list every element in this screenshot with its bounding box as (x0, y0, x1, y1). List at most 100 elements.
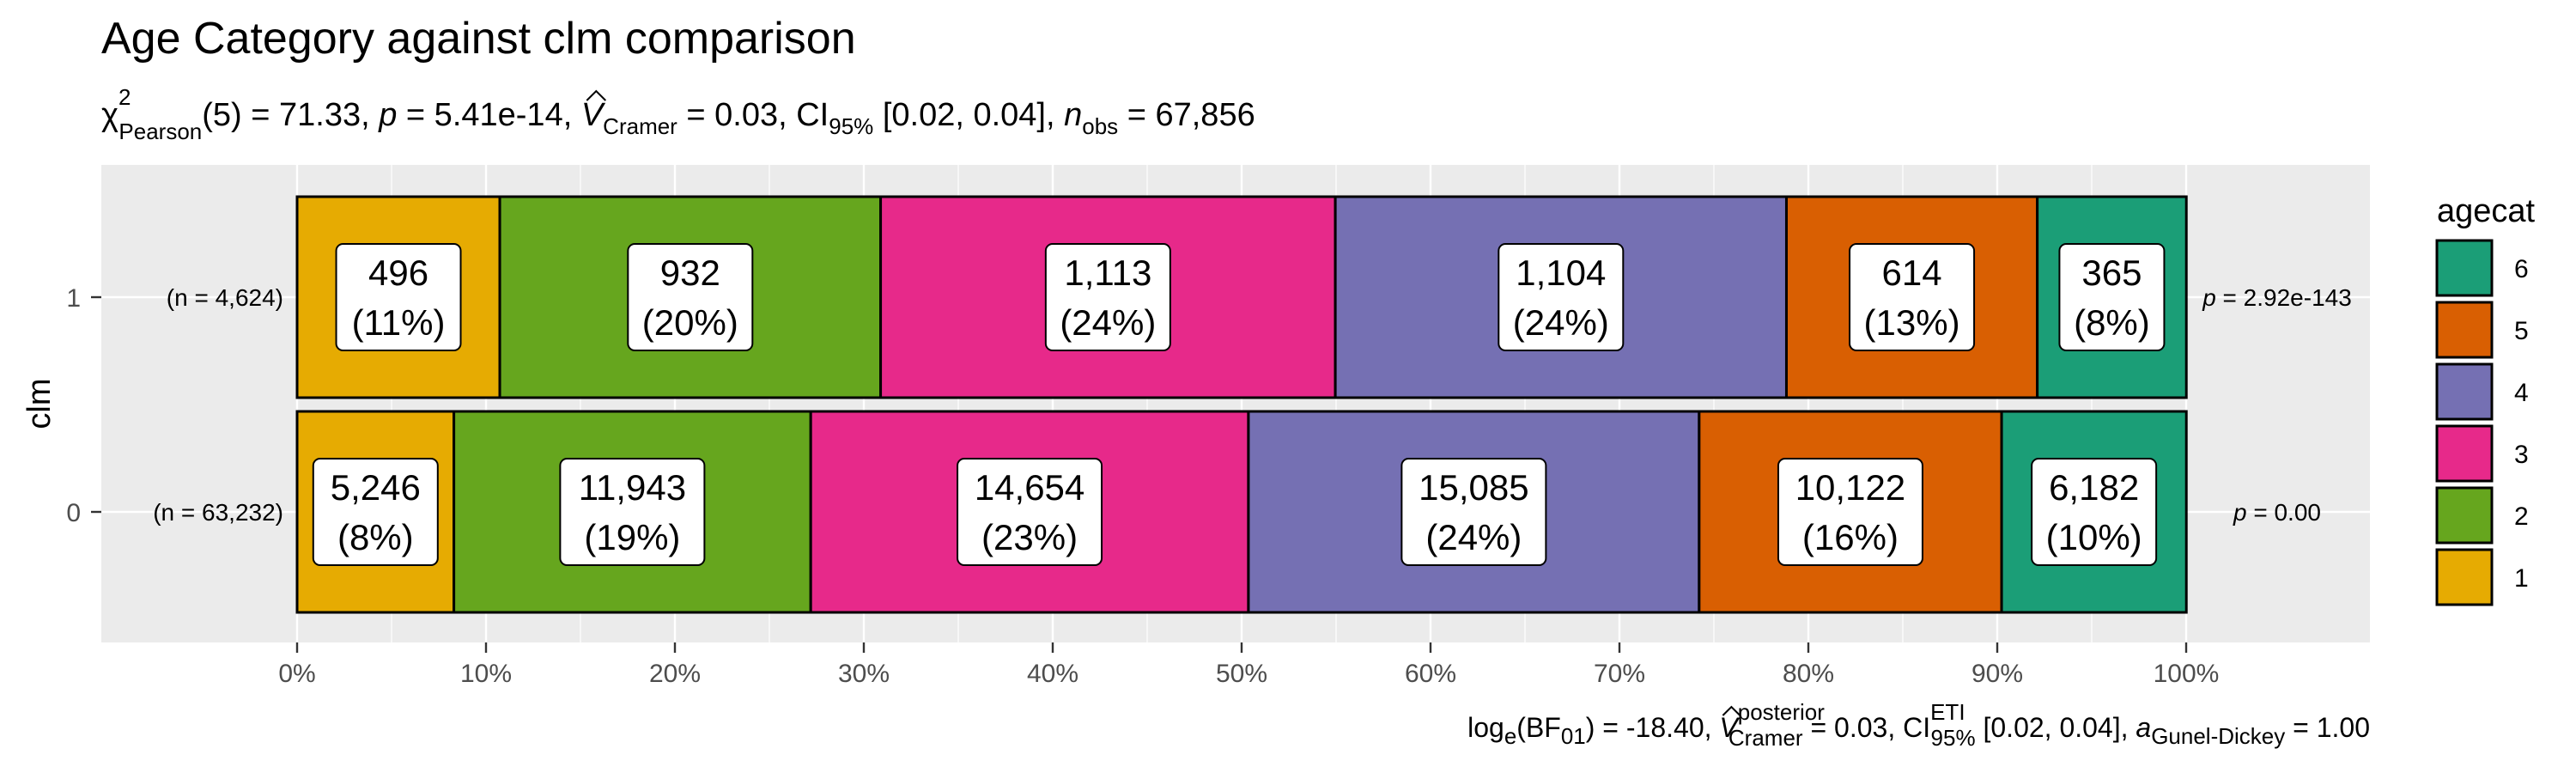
legend-label: 1 (2514, 564, 2529, 593)
row-p-symbol: p (2233, 499, 2247, 526)
segment-count-label: 15,085 (1419, 467, 1528, 508)
x-tick-label: 50% (1216, 660, 1267, 688)
caption-a-value: = 1.00 (2285, 712, 2370, 743)
segment-percent-label: (13%) (1864, 302, 1960, 343)
segment-label-box (2058, 243, 2166, 351)
legend-label: 4 (2514, 379, 2529, 407)
bf-subscript: 01 (1561, 723, 1586, 749)
segment-label-box (1044, 243, 1171, 351)
n-value: = 67,856 (1118, 97, 1255, 133)
axes: 100% 10% 20% 30% 40% 50% 60% 70% 80% 90% 100% (66, 284, 2219, 688)
segment-count-label: 365 (2081, 253, 2142, 293)
row-p-value: = 0.00 (2247, 499, 2321, 526)
segment-label-box (1400, 458, 1547, 566)
chi-symbol: χ (101, 97, 118, 133)
chi-superscript: 2 (118, 84, 131, 110)
ci-value: [0.02, 0.04], (873, 97, 1064, 133)
segment-count-label: 614 (1882, 253, 1942, 293)
row-p-label: p = 2.92e-143 (2202, 284, 2352, 311)
segment-percent-label: (11%) (352, 302, 446, 343)
segment-percent-label: (24%) (1060, 302, 1156, 343)
row-n-label: (n = 4,624) (167, 284, 283, 311)
x-tick-label: 20% (649, 660, 701, 688)
segment-percent-label: (8%) (337, 517, 414, 557)
row-p-label: p = 0.00 (2233, 499, 2321, 526)
x-tick-label: 90% (1971, 660, 2023, 688)
chi-subscript: Pearson (118, 119, 202, 144)
bar-segment-agecat-5 (1784, 195, 2039, 399)
segment-label-box (957, 458, 1103, 566)
v-value: = 0.03, CI (677, 97, 829, 133)
row-p-value: = 2.92e-143 (2216, 284, 2352, 311)
bars (295, 195, 2188, 614)
n-symbol: n (1064, 97, 1082, 133)
segment-percent-label: (10%) (2046, 517, 2142, 557)
segment-labels: 496 (11%) 932 (20%) 1,113 (24%) 1,104 (24%) 614 (… (312, 243, 2166, 566)
chart-caption: loge(BF01) = -18.40, Vposterior Cramer = … (1467, 699, 2370, 751)
x-tick-label: 30% (838, 660, 890, 688)
segment-label-box (1777, 458, 1923, 566)
caption-a-symbol: a (2136, 712, 2151, 743)
p-symbol: p (378, 97, 397, 133)
legend: agecat 6 5 4 3 2 1 (2435, 193, 2536, 606)
legend-label: 2 (2514, 502, 2529, 531)
legend-label: 3 (2514, 441, 2529, 469)
legend-swatch-5 (2435, 301, 2494, 359)
ci-subscript: 95% (829, 113, 873, 139)
x-tick-label: 0% (278, 660, 315, 688)
y-tick-label: 1 (66, 284, 81, 313)
segment-label-box (335, 243, 462, 351)
y-tick-label: 0 (66, 499, 81, 527)
row-annotations: (n = 4,624) p = 2.92e-143 (n = 63,232) p = … (153, 284, 2352, 526)
segment-label-box (2031, 458, 2158, 566)
segment-percent-label: (23%) (981, 517, 1078, 557)
legend-swatch-2 (2435, 486, 2494, 545)
segment-label-box (1849, 243, 1976, 351)
p-value: = 5.41e-14, (397, 97, 580, 133)
caption-v-superscript: posterior (1738, 699, 1825, 725)
segment-percent-label: (24%) (1513, 302, 1609, 343)
row-p-symbol: p (2202, 284, 2216, 311)
segment-count-label: 10,122 (1795, 467, 1905, 508)
caption-v-symbol: V (1719, 712, 1740, 743)
legend-swatch-6 (2435, 239, 2494, 297)
legend-title: agecat (2437, 193, 2536, 229)
log-text: log (1467, 712, 1504, 743)
legend-label: 6 (2514, 255, 2529, 283)
chi-value: (5) = 71.33, (202, 97, 379, 133)
segment-label-box (559, 458, 706, 566)
row-n-label: (n = 63,232) (153, 499, 283, 526)
segment-label-box (1498, 243, 1625, 351)
caption-ci-value: [0.02, 0.04], (1976, 712, 2136, 743)
segment-count-label: 6,182 (2049, 467, 2139, 508)
segment-count-label: 5,246 (331, 467, 421, 508)
chart-subtitle: χ2 Pearson(5) = 71.33, p = 5.41e-14, VCra… (101, 84, 1255, 144)
x-tick-label: 100% (2154, 660, 2220, 688)
v-hat-caption (1722, 705, 1741, 716)
v-symbol: V (581, 97, 606, 133)
v-hat-subtitle (586, 89, 607, 101)
x-tick-label: 70% (1594, 660, 1645, 688)
v-subscript: Cramer (603, 113, 677, 139)
segment-percent-label: (8%) (2074, 302, 2150, 343)
segment-count-label: 1,113 (1064, 253, 1151, 293)
caption-a-subscript: Gunel-Dickey (2151, 723, 2285, 749)
segment-percent-label: (20%) (642, 302, 738, 343)
segment-percent-label: (24%) (1425, 517, 1522, 557)
x-tick-label: 60% (1405, 660, 1456, 688)
bf-value: ) = -18.40, (1586, 712, 1720, 743)
caption-v-subscript: Cramer (1728, 725, 1803, 751)
segment-label-box (312, 458, 439, 566)
segment-label-box (627, 243, 754, 351)
x-tick-label: 10% (460, 660, 512, 688)
segment-count-label: 496 (368, 253, 428, 293)
legend-label: 5 (2514, 317, 2529, 345)
bf-text: (BF (1516, 712, 1561, 743)
caption-v-value: = 0.03, CI (1803, 712, 1931, 743)
chart-title: Age Category against clm comparison (101, 14, 856, 64)
log-subscript: e (1504, 723, 1516, 749)
caption-ci-superscript: ETI (1930, 699, 1965, 725)
n-subscript: obs (1082, 113, 1118, 139)
segment-count-label: 932 (660, 253, 720, 293)
